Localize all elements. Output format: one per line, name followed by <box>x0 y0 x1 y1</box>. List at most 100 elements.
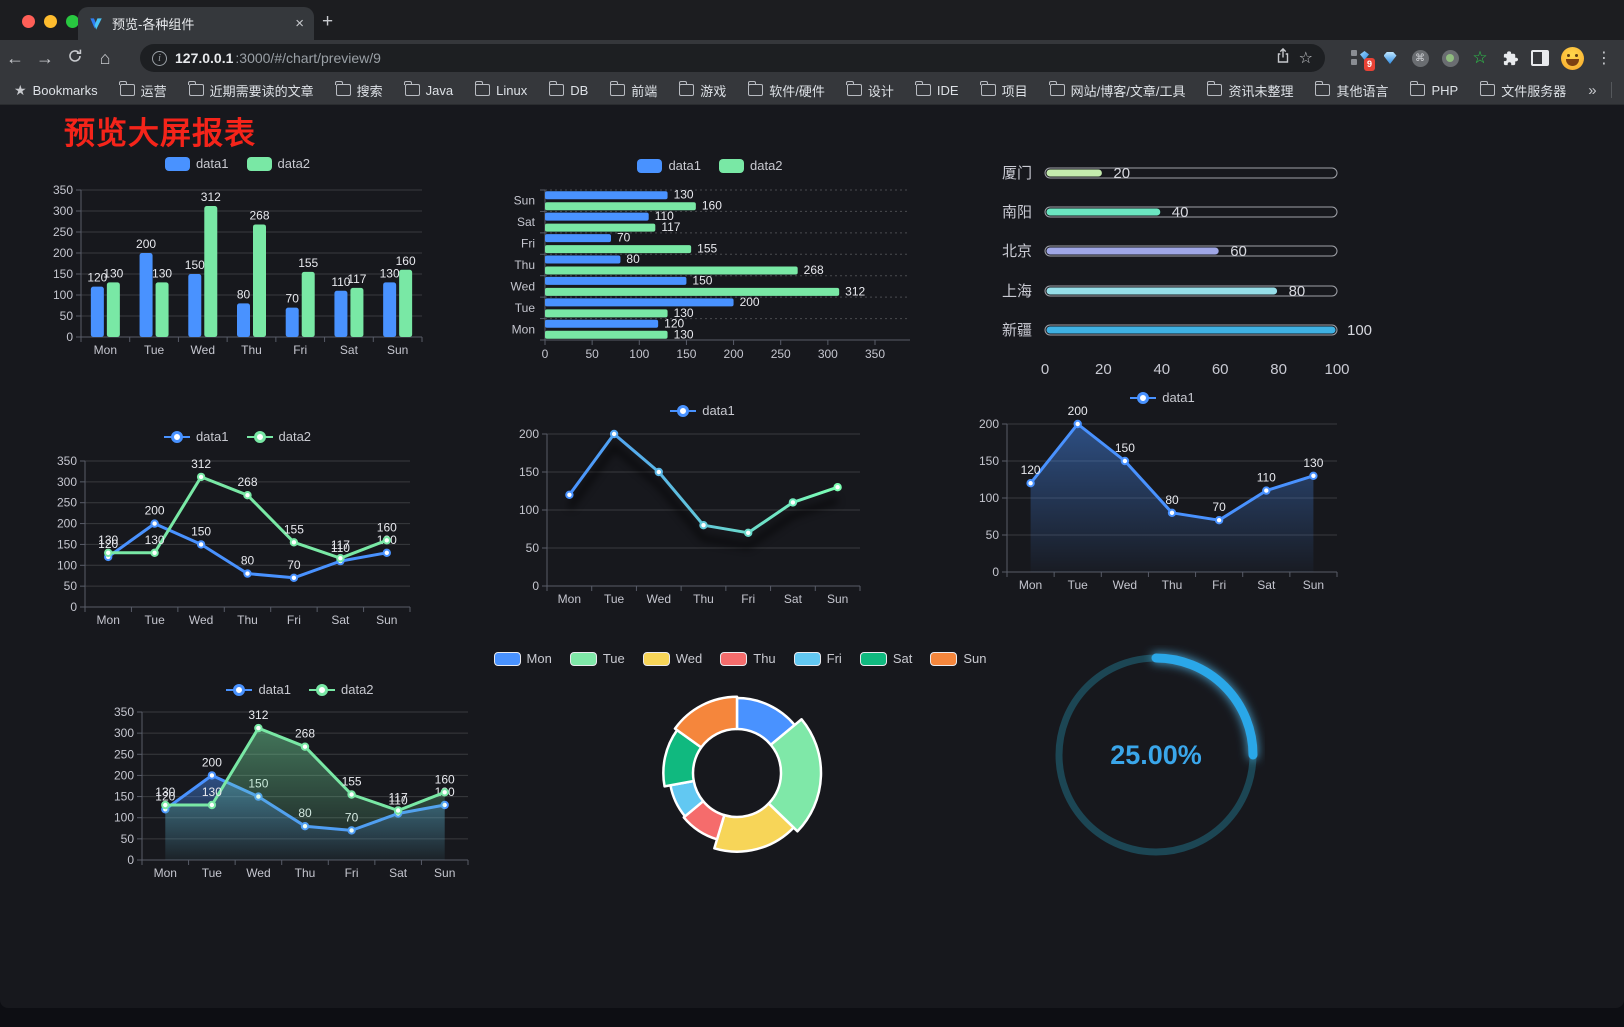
bookmark-folder-item[interactable]: Java <box>404 81 453 98</box>
chart-canvas: 0 50 100 150 200 Mon Tue Wed Thu Fri Sat Sun 120 200 1… <box>979 404 1338 592</box>
bookmarks-overflow-chevron[interactable]: » <box>1588 81 1597 99</box>
legend-item[interactable]: data1 <box>670 403 735 418</box>
chart-donut-legend: Mon Tue Wed Thu Fri Sat Sun <box>493 651 986 671</box>
browser-tab[interactable]: 预览-各种组件 × <box>78 7 314 40</box>
profile-avatar[interactable] <box>1561 46 1584 70</box>
bookmark-folder-item[interactable]: 近期需要读的文章 <box>188 81 314 100</box>
chart-legend: data1 data2 <box>45 156 430 171</box>
legend-marker-icon <box>670 404 697 417</box>
legend-item[interactable]: data1 <box>1130 390 1195 405</box>
legend-marker-icon <box>226 683 253 696</box>
new-tab-button[interactable]: + <box>322 11 334 32</box>
svg-text:130: 130 <box>674 306 694 320</box>
site-info-icon[interactable]: i <box>152 50 167 66</box>
legend-item[interactable]: data2 <box>719 158 783 173</box>
bookmark-folder-item[interactable]: 设计 <box>846 81 894 100</box>
legend-marker-icon <box>642 651 670 666</box>
chart-area-two-series: data1 data2 0 50 100 150 200 250 300 350 Mon Tue Wed… <box>100 676 500 890</box>
legend-item[interactable]: Tue <box>569 651 625 666</box>
back-icon[interactable]: ← <box>6 47 24 68</box>
legend-item[interactable]: Sun <box>930 651 986 666</box>
bookmark-folder-item[interactable]: Linux <box>474 81 527 98</box>
legend-item[interactable]: data2 <box>246 429 312 444</box>
bookmark-folder-item[interactable]: 资讯未整理 <box>1206 81 1293 100</box>
extension-command-icon[interactable]: ⌘ <box>1411 49 1429 67</box>
legend-item[interactable]: Fri <box>793 651 842 666</box>
bookmark-folder-item[interactable]: 项目 <box>980 81 1028 100</box>
bookmark-folder-item[interactable]: 其他语言 <box>1314 81 1388 100</box>
svg-text:100: 100 <box>1324 361 1349 378</box>
bookmark-folder-item[interactable]: 运营 <box>119 81 167 100</box>
svg-text:Tue: Tue <box>1068 578 1089 592</box>
legend-item[interactable]: Thu <box>720 651 776 666</box>
legend-item[interactable]: data1 <box>226 682 291 697</box>
svg-text:0: 0 <box>1041 361 1049 378</box>
svg-text:268: 268 <box>249 208 269 222</box>
extensions-puzzle-icon[interactable] <box>1501 49 1519 67</box>
svg-text:110: 110 <box>389 794 408 808</box>
legend-item[interactable]: Sat <box>859 651 912 666</box>
folder-icon <box>1409 81 1426 96</box>
svg-text:130: 130 <box>1303 456 1323 470</box>
extension-gem-icon[interactable] <box>1381 49 1399 67</box>
bookmark-folder-item[interactable]: 软件/硬件 <box>747 81 825 100</box>
forward-icon[interactable]: → <box>36 47 54 68</box>
chart-bar-grouped: data1 data2 0 50 100 150 200 250 300 350 Mon Tue Wed… <box>45 150 430 365</box>
extension-tampermonkey-icon[interactable]: 9 <box>1351 49 1375 71</box>
legend-item[interactable]: data1 <box>163 429 229 444</box>
extension-recorder-icon[interactable] <box>1441 49 1459 67</box>
svg-text:厦门: 厦门 <box>1002 165 1032 182</box>
legend-item[interactable]: Wed <box>642 651 703 666</box>
side-panel-icon[interactable] <box>1531 49 1549 67</box>
svg-text:100: 100 <box>53 288 73 302</box>
extension-star-icon[interactable]: ☆ <box>1472 48 1488 67</box>
bookmark-star-icon[interactable]: ☆ <box>1298 50 1313 67</box>
menu-kebab-icon[interactable]: ⋮ <box>1596 50 1612 67</box>
svg-text:250: 250 <box>114 747 134 761</box>
legend-label: Wed <box>675 651 703 666</box>
svg-text:80: 80 <box>1165 493 1179 507</box>
bookmark-folder-item[interactable]: 游戏 <box>678 81 726 100</box>
legend-label: data1 <box>195 429 229 444</box>
bookmark-folder-item[interactable]: 文件服务器 <box>1479 81 1566 100</box>
svg-text:350: 350 <box>865 347 885 361</box>
svg-text:110: 110 <box>331 275 350 289</box>
svg-text:Thu: Thu <box>241 343 262 357</box>
svg-text:60: 60 <box>1230 243 1247 260</box>
svg-text:150: 150 <box>676 347 696 361</box>
svg-text:Mon: Mon <box>1019 578 1042 592</box>
svg-text:Thu: Thu <box>1162 578 1183 592</box>
bookmark-folder-item[interactable]: 前端 <box>609 81 657 100</box>
legend-item[interactable]: data1 <box>164 156 229 171</box>
legend-label: data2 <box>278 429 312 444</box>
share-icon[interactable] <box>1275 47 1291 69</box>
url-bar[interactable]: i 127.0.0.1 :3000/#/chart/preview/9 ☆ <box>140 44 1325 72</box>
legend-item[interactable]: data1 <box>637 158 701 173</box>
window-close-button[interactable] <box>22 15 35 28</box>
bookmark-folder-item[interactable]: DB <box>548 81 588 98</box>
legend-label: data1 <box>702 403 735 418</box>
home-icon[interactable]: ⌂ <box>99 47 111 68</box>
svg-text:312: 312 <box>248 708 268 722</box>
svg-text:Tue: Tue <box>604 592 625 606</box>
svg-text:Thu: Thu <box>237 613 258 627</box>
bookmark-folder-item[interactable]: IDE <box>915 81 959 98</box>
folder-icon <box>846 81 862 96</box>
svg-text:110: 110 <box>655 209 674 223</box>
tab-close-icon[interactable]: × <box>295 15 304 32</box>
legend-item[interactable]: Mon <box>493 651 552 666</box>
window-minimize-button[interactable] <box>44 15 57 28</box>
bookmarks-root[interactable]: ★ Bookmarks <box>14 81 98 98</box>
extensions-area: 9 ⌘ ☆ ⋮ <box>1351 40 1624 76</box>
bookmark-folder-item[interactable]: 网站/博客/文章/工具 <box>1049 81 1185 100</box>
chart-bar-horizontal: data1 data2 0 50 100 150 200 250 300 350 Sun 130 160… <box>500 150 920 368</box>
svg-text:Wed: Wed <box>189 613 213 627</box>
window-zoom-button[interactable] <box>66 15 79 28</box>
legend-item[interactable]: data2 <box>246 156 310 171</box>
bookmark-folder-item[interactable]: PHP <box>1409 81 1458 98</box>
legend-item[interactable]: data2 <box>309 682 374 697</box>
reload-icon[interactable] <box>60 48 90 69</box>
legend-label: Tue <box>602 651 625 666</box>
folder-icon <box>404 81 420 96</box>
bookmark-folder-item[interactable]: 搜索 <box>335 81 383 100</box>
